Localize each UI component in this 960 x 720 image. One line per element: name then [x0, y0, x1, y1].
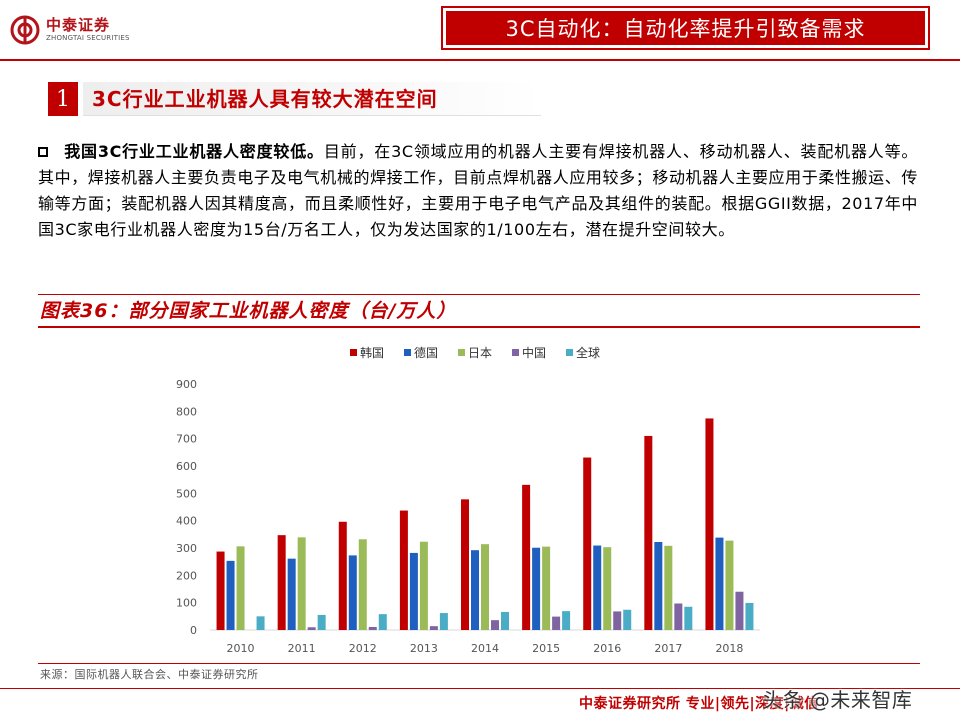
square-bullet-icon — [38, 147, 48, 157]
bar-全球-2018 — [745, 602, 754, 630]
legend-swatch — [350, 349, 357, 356]
bar-德国-2016 — [593, 545, 602, 630]
bar-韩国-2017 — [644, 435, 653, 630]
x-tick-label: 2017 — [654, 642, 682, 655]
figure-rule-bottom — [38, 326, 920, 328]
figure-caption: 图表36：部分国家工业机器人密度（台/万人） — [40, 300, 457, 322]
bar-中国-2014 — [491, 620, 499, 630]
x-tick-label: 2011 — [288, 642, 316, 655]
y-tick-label: 700 — [176, 433, 197, 446]
y-tick-label: 600 — [176, 460, 197, 473]
bar-德国-2012 — [348, 555, 357, 630]
x-tick-label: 2010 — [227, 642, 255, 655]
bar-全球-2010 — [256, 616, 265, 630]
page-title-box: 3C自动化：自动化率提升引致备需求 — [441, 6, 930, 50]
source-note: 来源：国际机器人联合会、中泰证券研究所 — [40, 668, 259, 681]
paragraph-lead: 我国3C行业工业机器人密度较低。 — [64, 142, 324, 161]
y-tick-label: 100 — [176, 597, 197, 610]
legend-label: 中国 — [522, 345, 546, 360]
bar-韩国-2010 — [216, 551, 225, 630]
x-tick-label: 2014 — [471, 642, 499, 655]
bar-日本-2012 — [358, 539, 367, 630]
legend-label: 韩国 — [360, 345, 384, 360]
body-paragraph: 我国3C行业工业机器人密度较低。目前，在3C领域应用的机器人主要有焊接机器人、移… — [38, 139, 918, 243]
bar-日本-2011 — [297, 537, 306, 630]
bar-全球-2017 — [684, 606, 693, 630]
bar-日本-2013 — [419, 541, 428, 630]
bar-中国-2016 — [613, 611, 622, 630]
y-tick-label: 400 — [176, 515, 197, 528]
section-number: 1 — [48, 82, 78, 116]
legend-swatch — [512, 349, 519, 356]
x-tick-label: 2016 — [593, 642, 621, 655]
y-tick-label: 200 — [176, 569, 197, 582]
bar-全球-2014 — [501, 611, 509, 630]
x-tick-label: 2012 — [349, 642, 377, 655]
bar-德国-2014 — [471, 550, 479, 630]
bar-日本-2014 — [481, 544, 489, 630]
logo-mark-icon — [10, 15, 40, 45]
footer-divider — [0, 688, 960, 689]
y-tick-label: 900 — [176, 378, 197, 391]
legend-swatch — [404, 349, 411, 356]
bar-中国-2012 — [368, 626, 377, 630]
y-tick-label: 500 — [176, 487, 197, 500]
bar-全球-2012 — [378, 614, 387, 630]
bar-全球-2015 — [562, 611, 571, 630]
bar-韩国-2016 — [583, 457, 592, 630]
bar-韩国-2012 — [338, 521, 347, 630]
paragraph-text: 目前，在3C领域应用的机器人主要有焊接机器人、移动机器人、装配机器人等。其中，焊… — [38, 142, 918, 239]
bar-韩国-2013 — [399, 510, 408, 630]
legend-label: 全球 — [576, 345, 600, 360]
bar-德国-2011 — [287, 558, 296, 630]
footer-tagline: 中泰证券研究所 专业|领先|深度|诚信 — [579, 696, 819, 712]
page-title: 3C自动化：自动化率提升引致备需求 — [446, 11, 925, 45]
section-title: 3C行业工业机器人具有较大潜在空间 — [92, 87, 438, 111]
logo-name-en: ZHONGTAI SECURITIES — [46, 34, 130, 42]
bar-德国-2015 — [532, 547, 541, 630]
bar-德国-2017 — [654, 541, 663, 630]
company-logo: 中泰证券 ZHONGTAI SECURITIES — [10, 12, 130, 48]
bar-韩国-2018 — [705, 418, 714, 630]
bar-中国-2017 — [674, 603, 683, 630]
watermark: 头条 @未来智库 — [762, 688, 913, 712]
figure-rule-top — [38, 294, 920, 295]
bar-中国-2015 — [552, 616, 561, 630]
bar-日本-2015 — [542, 546, 551, 630]
logo-name: 中泰证券 — [46, 16, 111, 34]
x-tick-label: 2015 — [532, 642, 560, 655]
bar-德国-2018 — [715, 537, 724, 630]
legend-label: 日本 — [468, 346, 492, 360]
y-tick-label: 800 — [176, 405, 197, 418]
bar-德国-2010 — [226, 560, 235, 630]
x-tick-label: 2018 — [715, 642, 743, 655]
y-tick-label: 300 — [176, 542, 197, 555]
legend-swatch — [566, 349, 573, 356]
section-title-bar — [83, 82, 541, 116]
robot-density-chart: 韩国 德国 日本 中国 全球 0 100 200 300 400 500 600 700 800 900 20… — [176, 345, 760, 655]
legend-label: 德国 — [414, 345, 438, 360]
y-tick-label: 0 — [190, 624, 197, 637]
bar-中国-2013 — [429, 626, 438, 630]
bar-中国-2011 — [307, 627, 316, 630]
bar-日本-2010 — [236, 546, 245, 630]
x-tick-label: 2013 — [410, 642, 438, 655]
source-divider — [38, 663, 920, 664]
bar-全球-2011 — [317, 614, 326, 630]
bar-韩国-2015 — [522, 484, 531, 630]
bar-日本-2016 — [603, 547, 612, 630]
bar-中国-2018 — [735, 591, 744, 630]
bar-全球-2013 — [439, 613, 448, 630]
bar-日本-2018 — [725, 540, 734, 630]
bar-韩国-2011 — [277, 535, 286, 630]
bar-日本-2017 — [664, 545, 673, 630]
bar-德国-2013 — [409, 552, 418, 630]
bar-韩国-2014 — [461, 499, 469, 630]
legend-swatch — [458, 349, 465, 356]
header-divider — [0, 59, 960, 61]
bar-全球-2016 — [623, 609, 632, 630]
